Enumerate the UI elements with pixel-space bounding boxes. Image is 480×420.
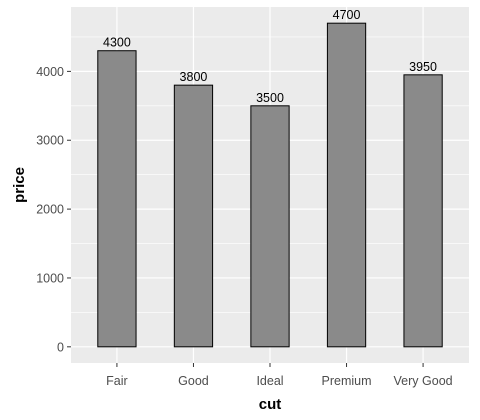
x-tick-label: Good: [178, 374, 209, 388]
y-tick-label: 2000: [36, 203, 64, 217]
bar-premium: [326, 22, 367, 348]
x-tick-label: Premium: [322, 374, 372, 388]
data-label: 4700: [333, 8, 361, 22]
y-tick-label: 0: [57, 340, 64, 354]
data-labels: 4300 3800 3500 4700 3950: [103, 8, 437, 105]
y-tick-label: 4000: [36, 65, 64, 79]
data-label: 3500: [256, 91, 284, 105]
bar-very-good: [403, 74, 443, 348]
data-label: 4300: [103, 36, 131, 50]
x-axis: Fair Good Ideal Premium Very Good: [106, 363, 453, 388]
y-tick-label: 1000: [36, 271, 64, 285]
y-axis-title: price: [11, 167, 28, 203]
x-tick-label: Very Good: [394, 374, 453, 388]
y-tick-label: 3000: [36, 134, 64, 148]
x-axis-title: cut: [259, 396, 282, 413]
bars: [97, 22, 443, 348]
bar-good: [173, 84, 214, 348]
bar-fair: [97, 50, 137, 348]
x-tick-label: Fair: [106, 374, 128, 388]
bar-ideal: [250, 105, 290, 348]
data-label: 3800: [180, 70, 208, 84]
data-label: 3950: [409, 60, 437, 74]
y-axis: 0 1000 2000 3000 4000: [36, 65, 71, 354]
x-tick-label: Ideal: [256, 374, 283, 388]
